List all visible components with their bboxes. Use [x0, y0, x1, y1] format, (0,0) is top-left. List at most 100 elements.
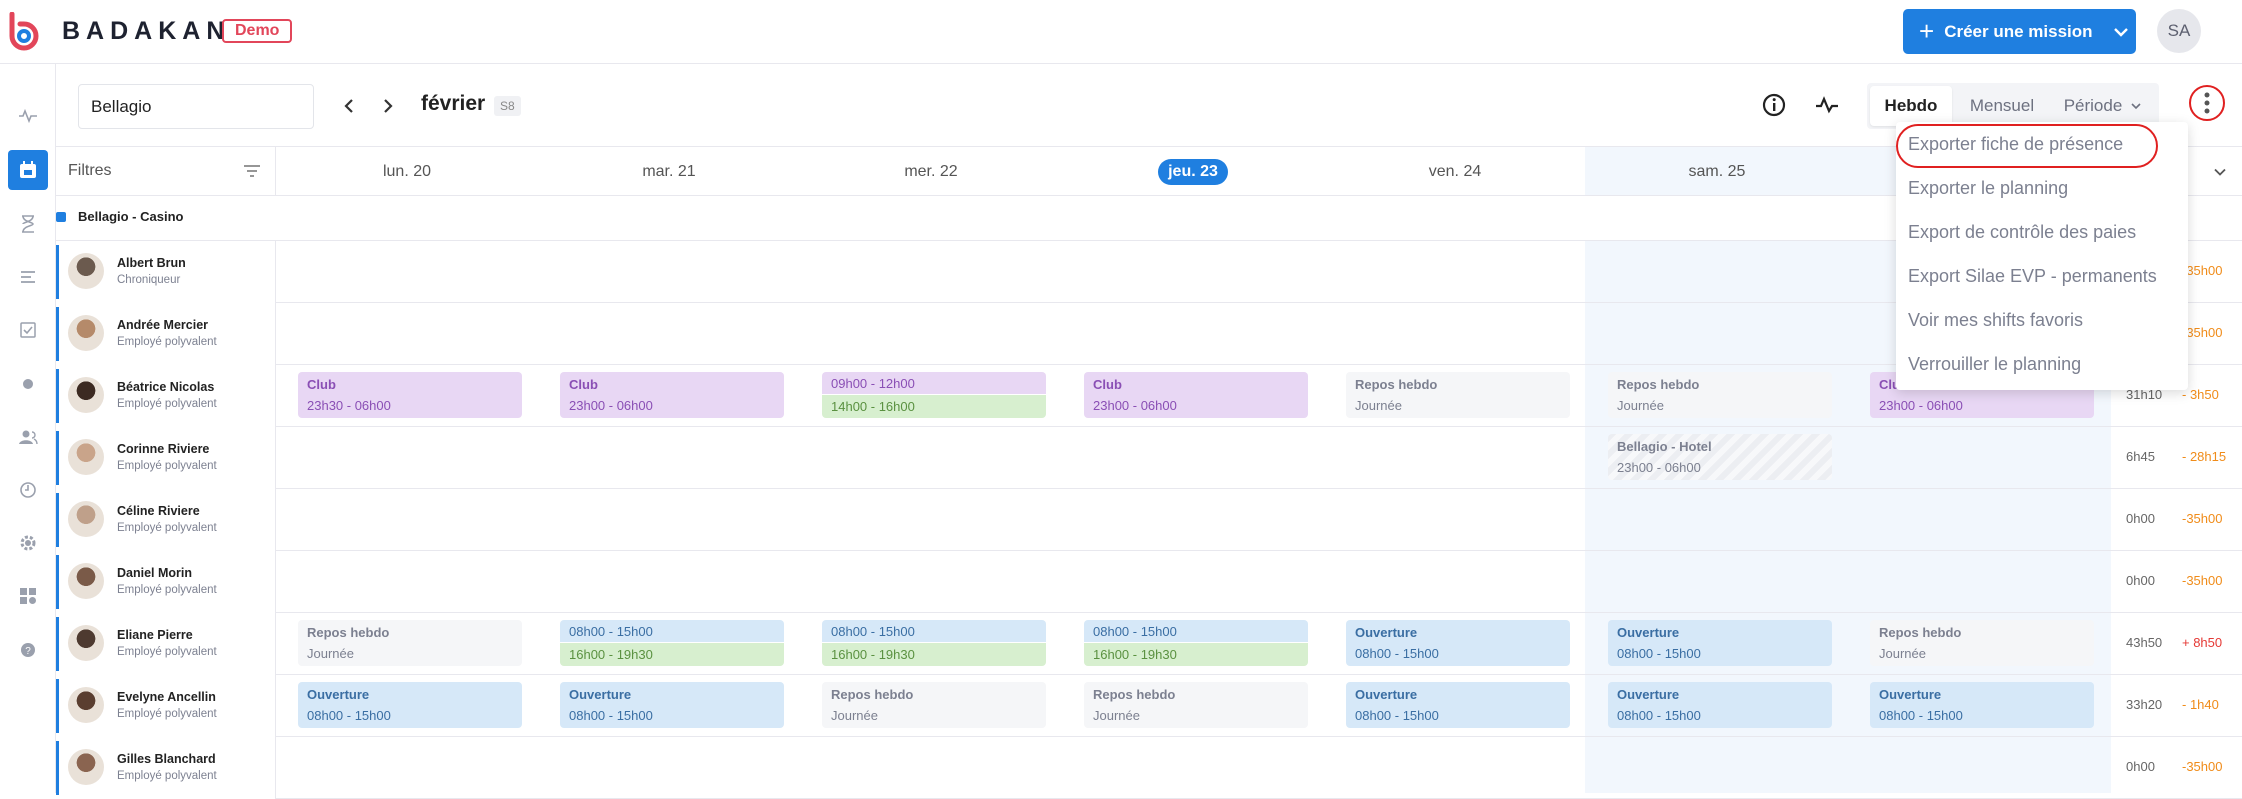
shift-title: Ouverture: [307, 687, 370, 702]
tab-periode[interactable]: Période: [2052, 86, 2156, 126]
activity-icon[interactable]: [8, 96, 48, 136]
employee-info[interactable]: Daniel Morin Employé polyvalent: [56, 551, 276, 613]
shift-card[interactable]: Ouverture 08h00 - 15h00: [1870, 682, 2094, 728]
shift-segment: 08h00 - 15h00: [1084, 620, 1308, 642]
shift-card[interactable]: Repos hebdo Journée: [1084, 682, 1308, 728]
employee-row: Gilles Blanchard Employé polyvalent 0h00 -3…: [56, 737, 2242, 799]
activity-pulse-icon[interactable]: [1814, 92, 1840, 118]
checklist-icon[interactable]: [8, 310, 48, 350]
employee-name: Béatrice Nicolas: [117, 380, 215, 394]
shift-card[interactable]: Club 23h00 - 06h00: [1084, 372, 1308, 418]
users-icon[interactable]: [8, 417, 48, 457]
employee-info[interactable]: Béatrice Nicolas Employé polyvalent: [56, 365, 276, 427]
hourglass-icon[interactable]: [8, 204, 48, 244]
shift-segment: 14h00 - 16h00: [822, 395, 1046, 418]
user-avatar[interactable]: SA: [2157, 9, 2201, 53]
chevron-left-icon[interactable]: [337, 94, 361, 118]
avatar: [68, 625, 104, 661]
shift-card[interactable]: Repos hebdo Journée: [1346, 372, 1570, 418]
shift-title: Repos hebdo: [1617, 377, 1700, 392]
employee-info[interactable]: Céline Riviere Employé polyvalent: [56, 489, 276, 551]
badakan-logo-icon[interactable]: [6, 12, 42, 52]
shift-time: 16h00 - 19h30: [569, 647, 653, 662]
shift-segment: 16h00 - 19h30: [560, 643, 784, 666]
shift-card[interactable]: Repos hebdo Journée: [1608, 372, 1832, 418]
employee-info[interactable]: Albert Brun Chroniqueur: [56, 241, 276, 303]
shift-card[interactable]: Bellagio - Hotel 23h00 - 06h00: [1608, 434, 1832, 480]
shift-card[interactable]: Repos hebdo Journée: [1870, 620, 2094, 666]
employee-role: Employé polyvalent: [117, 708, 217, 720]
tab-mensuel[interactable]: Mensuel: [1969, 96, 2035, 115]
employee-info[interactable]: Evelyne Ancellin Employé polyvalent: [56, 675, 276, 737]
shift-card[interactable]: Ouverture 08h00 - 15h00: [1346, 620, 1570, 666]
menu-item-export-silae[interactable]: Export Silae EVP - permanents: [1908, 266, 2157, 286]
day-header-wed[interactable]: mer. 22: [904, 163, 958, 180]
info-icon[interactable]: [1761, 92, 1787, 118]
shift-card[interactable]: Ouverture 08h00 - 15h00: [298, 682, 522, 728]
day-header-sat[interactable]: sam. 25: [1688, 163, 1746, 180]
shift-time: 08h00 - 15h00: [1355, 708, 1439, 723]
employee-bar: [56, 741, 59, 795]
shift-card[interactable]: 08h00 - 15h00 16h00 - 19h30: [1084, 620, 1308, 666]
shift-card[interactable]: Club 23h00 - 06h00: [560, 372, 784, 418]
demo-badge: Demo: [222, 19, 293, 43]
shift-card[interactable]: Repos hebdo Journée: [822, 682, 1046, 728]
day-header-fri[interactable]: ven. 24: [1428, 163, 1482, 180]
filters-cell[interactable]: Filtres: [56, 147, 276, 197]
shift-segment: 16h00 - 19h30: [1084, 643, 1308, 666]
shift-time: Journée: [1879, 646, 1926, 661]
calendar-icon[interactable]: [8, 150, 48, 190]
shift-title: Ouverture: [569, 687, 632, 702]
day-header-thu[interactable]: jeu. 23: [1062, 147, 1324, 197]
clock-icon[interactable]: [8, 470, 48, 510]
employee-role: Employé polyvalent: [117, 398, 217, 410]
menu-item-export-payroll-control[interactable]: Export de contrôle des paies: [1908, 222, 2137, 242]
worked-hours: 0h00: [2126, 511, 2155, 526]
day-header-tue[interactable]: mar. 21: [642, 163, 696, 180]
shift-card[interactable]: 08h00 - 15h00 16h00 - 19h30: [560, 620, 784, 666]
shift-card[interactable]: Ouverture 08h00 - 15h00: [1608, 682, 1832, 728]
employee-bar: [56, 369, 59, 423]
more-options-button[interactable]: [2189, 85, 2225, 121]
shift-card[interactable]: Ouverture 08h00 - 15h00: [1608, 620, 1832, 666]
gear-icon[interactable]: [8, 523, 48, 563]
employee-row: Eliane Pierre Employé polyvalent Repos heb…: [56, 613, 2242, 675]
settings-dot-icon[interactable]: [8, 364, 48, 404]
employee-info[interactable]: Gilles Blanchard Employé polyvalent: [56, 737, 276, 799]
employee-info[interactable]: Eliane Pierre Employé polyvalent: [56, 613, 276, 675]
shift-card[interactable]: Ouverture 08h00 - 15h00: [560, 682, 784, 728]
list-icon[interactable]: [8, 257, 48, 297]
employee-name: Albert Brun: [117, 256, 186, 270]
site-select-input[interactable]: [78, 84, 314, 129]
shift-card[interactable]: Ouverture 08h00 - 15h00: [1346, 682, 1570, 728]
menu-item-lock-planning[interactable]: Verrouiller le planning: [1908, 354, 2082, 374]
employee-role: Employé polyvalent: [117, 584, 217, 596]
shift-card[interactable]: 09h00 - 12h00 14h00 - 16h00: [822, 372, 1046, 418]
chevron-down-icon[interactable]: [2210, 162, 2230, 182]
menu-item-favorite-shifts[interactable]: Voir mes shifts favoris: [1908, 310, 2084, 330]
group-label: Bellagio - Casino: [78, 209, 184, 224]
shift-card[interactable]: Club 23h30 - 06h00: [298, 372, 522, 418]
hours-delta: -35h00: [2182, 759, 2223, 774]
shift-title: Club: [307, 377, 336, 392]
apps-icon[interactable]: [8, 576, 48, 616]
create-mission-button[interactable]: + Créer une mission: [1903, 9, 2136, 54]
menu-item-export-attendance[interactable]: Exporter fiche de présence: [1908, 134, 2124, 154]
chevron-down-icon[interactable]: [2109, 20, 2133, 44]
avatar: [68, 501, 104, 537]
tab-hebdo[interactable]: Hebdo: [1870, 86, 1952, 126]
chevron-right-icon[interactable]: [376, 94, 400, 118]
group-row[interactable]: Bellagio - Casino: [56, 196, 2242, 241]
shift-card[interactable]: Repos hebdo Journée: [298, 620, 522, 666]
shift-card[interactable]: 08h00 - 15h00 16h00 - 19h30: [822, 620, 1046, 666]
menu-item-export-planning[interactable]: Exporter le planning: [1908, 178, 2069, 198]
shift-segment: 08h00 - 15h00: [822, 620, 1046, 642]
filter-icon[interactable]: [242, 161, 262, 181]
employee-info[interactable]: Andrée Mercier Employé polyvalent: [56, 303, 276, 365]
employee-name: Céline Riviere: [117, 504, 200, 518]
help-icon[interactable]: ?: [8, 630, 48, 670]
employee-row: Daniel Morin Employé polyvalent 0h00 -35h00: [56, 551, 2242, 613]
avatar: [68, 563, 104, 599]
day-header-mon[interactable]: lun. 20: [382, 163, 432, 180]
employee-info[interactable]: Corinne Riviere Employé polyvalent: [56, 427, 276, 489]
